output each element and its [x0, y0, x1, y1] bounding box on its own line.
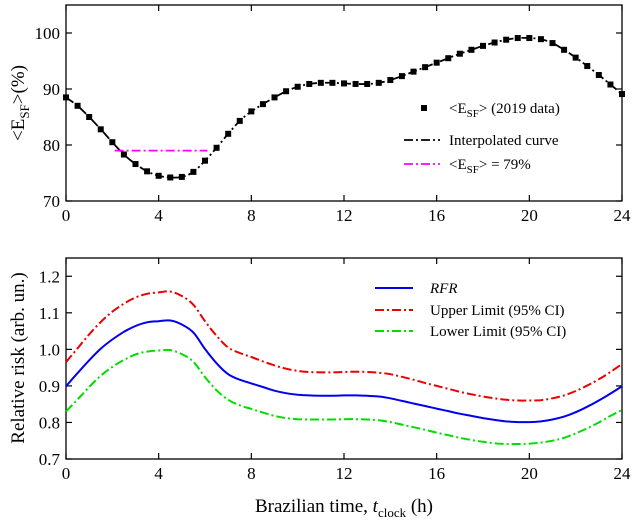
data-point [317, 79, 324, 86]
data-point [526, 35, 533, 42]
data-point [514, 35, 521, 42]
bottom-x-tick-label: 20 [521, 464, 538, 483]
data-point [283, 88, 290, 95]
bottom-x-tick-label: 16 [428, 464, 445, 483]
top-panel: 70 80 90 100 0 4 8 12 16 20 24 <ESF>(%) <ESF> (20… [8, 4, 631, 225]
legend-label-upper: Upper Limit (95% CI) [430, 303, 565, 319]
data-point [225, 130, 232, 137]
top-y-tick-label: 90 [43, 80, 60, 99]
data-point [259, 101, 266, 108]
legend-label-rfr: RFR [429, 281, 458, 297]
bottom-x-tick-label: 4 [154, 464, 163, 483]
data-point [74, 102, 81, 109]
top-x-tick-label: 16 [428, 206, 445, 225]
data-point [167, 174, 174, 181]
data-point [537, 36, 544, 43]
data-point [572, 54, 579, 61]
data-point [236, 117, 243, 124]
lower-limit-line [65, 348, 623, 446]
data-point [294, 83, 301, 90]
rfr-line [65, 319, 623, 424]
bottom-y-tick-label: 1.1 [39, 304, 60, 323]
bottom-x-tick-label: 24 [614, 464, 632, 483]
top-x-tick-label: 20 [521, 206, 538, 225]
top-x-tick-label: 0 [62, 206, 71, 225]
bottom-x-tick-label: 8 [247, 464, 256, 483]
legend-marker-data [421, 105, 427, 111]
top-x-tick-label: 4 [154, 206, 163, 225]
data-point [178, 173, 185, 180]
data-point [202, 157, 208, 164]
data-point [97, 126, 104, 133]
top-x-tick-label: 12 [336, 206, 353, 225]
data-point [329, 79, 336, 86]
legend-label-data: <ESF> (2019 data) [449, 101, 560, 120]
data-point [375, 79, 382, 86]
data-point [410, 68, 417, 75]
top-y-tick-label: 70 [43, 192, 60, 211]
legend-label-lower: Lower Limit (95% CI) [430, 324, 566, 340]
data-point [422, 64, 429, 71]
data-point [398, 73, 405, 80]
data-point [109, 139, 116, 146]
data-point [190, 168, 197, 175]
data-point [491, 39, 498, 46]
bottom-y-axis-label: Relative risk (arb. un.) [8, 272, 29, 443]
legend-label-interp: Interpolated curve [449, 133, 559, 149]
data-point [213, 144, 220, 151]
data-point [364, 80, 371, 87]
top-x-tick-label: 24 [614, 206, 632, 225]
top-y-axis-label: <ESF>(%) [8, 65, 32, 141]
data-point [503, 36, 510, 43]
upper-limit-line [65, 290, 623, 402]
bottom-y-tick-label: 0.8 [39, 413, 60, 432]
data-point [120, 151, 127, 158]
data-point [468, 46, 475, 53]
data-point [607, 81, 614, 88]
bottom-y-axis: 0.7 0.8 0.9 1.0 1.1 1.2 [39, 267, 622, 469]
data-point [63, 94, 69, 101]
legend-label-ref: <ESF> = 79% [449, 157, 531, 176]
data-point [433, 59, 440, 66]
top-x-tick-label: 8 [247, 206, 256, 225]
data-point [155, 172, 162, 179]
top-y-tick-label: 80 [43, 136, 60, 155]
data-point [456, 50, 463, 57]
data-point [561, 46, 568, 53]
top-y-axis: 70 80 90 100 [35, 24, 622, 211]
bottom-y-tick-label: 1.0 [39, 340, 60, 359]
bottom-y-tick-label: 0.9 [39, 377, 60, 396]
bottom-x-tick-label: 0 [62, 464, 71, 483]
data-point [132, 161, 139, 168]
data-point [387, 77, 394, 84]
bottom-plot-frame [65, 257, 623, 460]
data-point [144, 168, 151, 175]
x-axis-label: Brazilian time, tclock (h) [255, 496, 433, 520]
top-plot-area [63, 35, 625, 181]
bottom-x-tick-label: 12 [336, 464, 353, 483]
data-point [584, 63, 591, 70]
top-x-axis: 0 4 8 12 16 20 24 [62, 5, 631, 225]
data-point [341, 80, 347, 87]
data-point [306, 80, 313, 87]
data-point [86, 114, 93, 120]
bottom-y-tick-label: 1.2 [39, 267, 60, 286]
data-point [595, 72, 602, 78]
bottom-x-axis: 0 4 8 12 16 20 24 [62, 258, 631, 483]
bottom-legend: RFR Upper Limit (95% CI) Lower Limit (95… [375, 281, 566, 340]
data-point [248, 108, 255, 115]
data-point [480, 42, 486, 49]
bottom-panel: 0.7 0.8 0.9 1.0 1.1 1.2 0 4 8 12 16 20 24 Relative … [8, 257, 631, 520]
data-point [619, 91, 625, 98]
top-y-tick-label: 100 [35, 24, 61, 43]
bottom-y-tick-label: 0.7 [39, 450, 61, 469]
data-point [271, 94, 278, 101]
bottom-plot-area [65, 290, 623, 446]
top-legend: <ESF> (2019 data) Interpolated curve <ES… [404, 101, 560, 176]
data-point [549, 40, 556, 47]
data-point [352, 80, 359, 87]
data-point [445, 55, 452, 62]
